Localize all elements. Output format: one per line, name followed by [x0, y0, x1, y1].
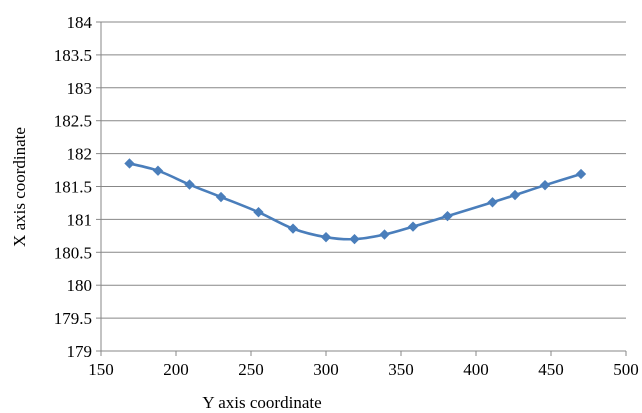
y-tick-label: 180 [67, 276, 93, 295]
y-tick-label: 184 [67, 13, 93, 32]
x-tick-label: 450 [538, 360, 564, 379]
x-tick-label: 300 [313, 360, 339, 379]
x-tick-label: 500 [613, 360, 639, 379]
tick-labels: 179 179.5 180 180.5 181 181.5 182 182.5 183 183.5… [54, 13, 639, 379]
y-tick-label: 179.5 [54, 309, 92, 328]
data-point-marker [215, 191, 227, 203]
data-point-marker [379, 229, 390, 240]
x-tick-label: 250 [238, 360, 264, 379]
y-tick-label: 180.5 [54, 243, 92, 262]
axes [96, 21, 627, 356]
data-point-marker [407, 221, 419, 232]
data-point-marker [253, 206, 264, 218]
y-tick-label: 182 [67, 145, 93, 164]
data-point-marker [184, 179, 195, 190]
data-point-marker [509, 189, 521, 201]
x-tick-label: 150 [88, 360, 114, 379]
data-point-marker [575, 168, 587, 180]
y-axis-title: X axis coordinate [10, 127, 29, 247]
y-tick-label: 183 [67, 79, 93, 98]
x-axis-title: Y axis coordinate [202, 393, 321, 412]
y-tick-label: 182.5 [54, 112, 92, 131]
x-tick-label: 400 [463, 360, 489, 379]
data-point-marker [152, 165, 164, 176]
y-tick-label: 181 [67, 210, 93, 229]
y-tick-label: 181.5 [54, 178, 92, 197]
x-tick-label: 200 [163, 360, 189, 379]
data-point-marker [287, 223, 299, 234]
data-series [124, 158, 587, 245]
data-point-marker [320, 232, 332, 243]
x-tick-label: 350 [388, 360, 414, 379]
y-tick-label: 183.5 [54, 46, 92, 65]
data-point-marker [487, 197, 498, 208]
data-point-marker [539, 180, 551, 191]
data-point-marker [124, 158, 135, 169]
data-point-marker [442, 210, 453, 222]
grid-lines [101, 21, 626, 319]
y-tick-label: 179 [67, 342, 93, 361]
data-point-marker [349, 233, 360, 245]
series-line [129, 162, 582, 241]
